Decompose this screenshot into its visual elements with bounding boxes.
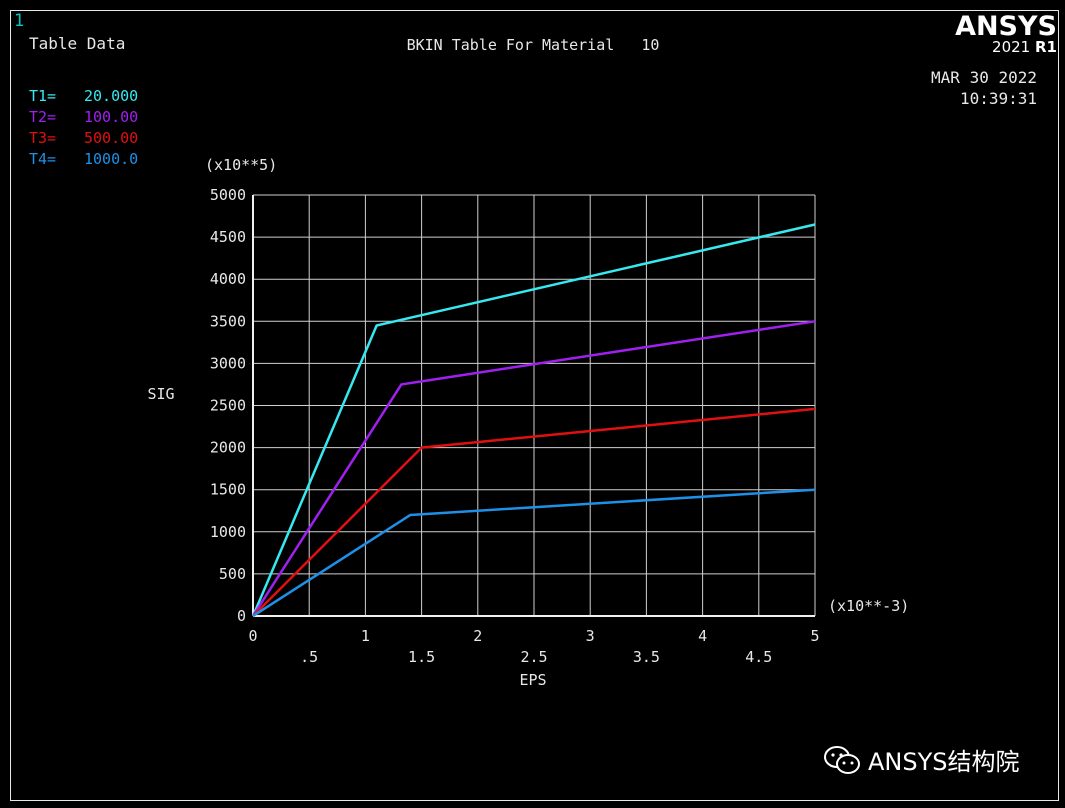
x-tick-label: 0 xyxy=(248,627,257,645)
x-tick-label: 3.5 xyxy=(633,648,660,666)
watermark-text: ANSYS结构院 xyxy=(868,748,1020,776)
y-tick-label: 0 xyxy=(237,607,246,625)
series-line xyxy=(251,320,816,617)
x-tick-label: 2.5 xyxy=(520,648,547,666)
y-tick-label: 5000 xyxy=(210,186,246,204)
x-tick-label: 2 xyxy=(473,627,482,645)
legend-temperature: 500.00 xyxy=(84,129,138,147)
wechat-icon xyxy=(824,745,860,774)
legend-label: T2= xyxy=(29,108,56,126)
y-tick-label: 2500 xyxy=(210,397,246,415)
series-line xyxy=(252,488,816,618)
y-tick-label: 4000 xyxy=(210,270,246,288)
y-tick-label: 3000 xyxy=(210,354,246,372)
legend-label: T1= xyxy=(29,87,56,105)
x-multiplier: (x10**-3) xyxy=(828,597,909,615)
y-tick-label: 3500 xyxy=(210,312,246,330)
plot-date: MAR 30 2022 xyxy=(931,68,1037,87)
x-tick-label: 1 xyxy=(361,627,370,645)
x-tick-label: 1.5 xyxy=(408,648,435,666)
series-line xyxy=(252,407,816,617)
plot-time: 10:39:31 xyxy=(959,89,1037,108)
chart-title: BKIN Table For Material 10 xyxy=(407,36,660,54)
y-tick-label: 4500 xyxy=(210,228,246,246)
window-number: 1 xyxy=(14,11,25,31)
legend-temperature: 20.000 xyxy=(84,87,138,105)
legend-temperature: 1000.0 xyxy=(84,150,138,168)
x-tick-label: 5 xyxy=(810,627,819,645)
x-axis-label: EPS xyxy=(519,671,546,689)
ansys-version: 2021 R1 xyxy=(992,38,1057,56)
y-axis-label: SIG xyxy=(147,385,174,403)
y-tick-label: 500 xyxy=(219,565,246,583)
x-tick-label: 3 xyxy=(586,627,595,645)
x-tick-label: 4.5 xyxy=(745,648,772,666)
legend-temperature: 100.00 xyxy=(84,108,138,126)
y-tick-label: 1500 xyxy=(210,481,246,499)
y-tick-label: 1000 xyxy=(210,523,246,541)
x-tick-label: 4 xyxy=(698,627,707,645)
y-tick-label: 2000 xyxy=(210,439,246,457)
y-multiplier: (x10**5) xyxy=(205,156,277,174)
panel-label: Table Data xyxy=(29,34,126,53)
x-tick-label: .5 xyxy=(300,648,318,666)
legend-label: T3= xyxy=(29,129,56,147)
watermark: ANSYS结构院 xyxy=(822,742,1020,777)
graphics-frame xyxy=(10,10,1059,801)
ansys-logo: ANSYS xyxy=(955,11,1057,42)
legend-label: T4= xyxy=(29,150,56,168)
series-line xyxy=(251,223,816,617)
